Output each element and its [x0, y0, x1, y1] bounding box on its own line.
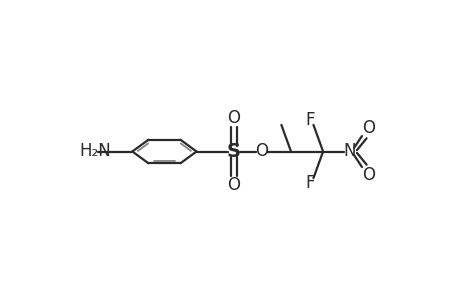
Text: N: N	[343, 142, 355, 160]
Text: O: O	[361, 119, 374, 137]
Text: H₂N: H₂N	[79, 142, 111, 160]
Text: O: O	[227, 176, 240, 194]
Text: F: F	[304, 174, 314, 192]
Text: F: F	[304, 111, 314, 129]
Text: S: S	[226, 142, 241, 161]
Text: O: O	[254, 142, 267, 160]
Text: O: O	[361, 166, 374, 184]
Text: O: O	[227, 109, 240, 127]
